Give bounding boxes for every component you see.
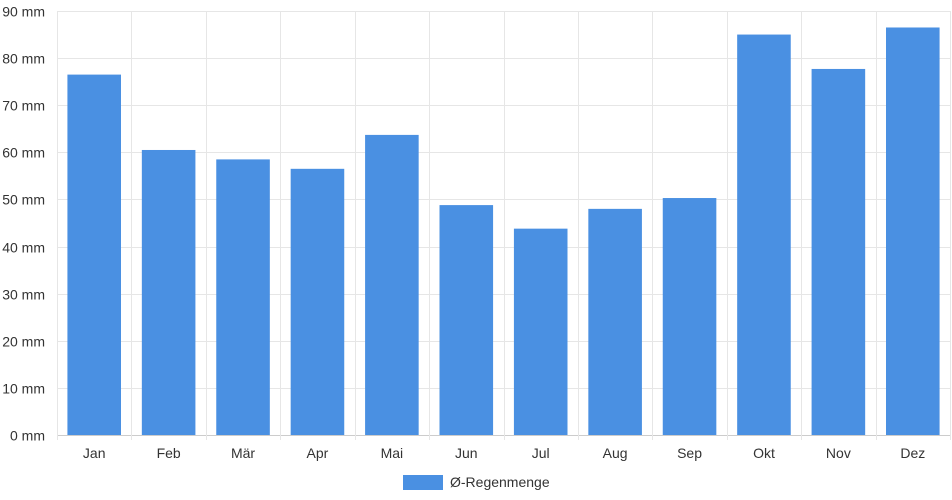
x-tick-label: Nov xyxy=(826,445,851,461)
x-tick-label: Mär xyxy=(231,445,255,461)
bar-jun[interactable] xyxy=(439,205,494,435)
legend-swatch xyxy=(403,475,443,490)
x-tick-label: Feb xyxy=(157,445,181,461)
y-tick-label: 80 mm xyxy=(2,51,45,67)
y-tick-label: 50 mm xyxy=(2,192,45,208)
bar-okt[interactable] xyxy=(737,34,791,436)
x-tick-label: Jun xyxy=(455,445,478,461)
bars xyxy=(67,27,940,436)
y-tick-label: 70 mm xyxy=(2,98,45,114)
x-tick-label: Jul xyxy=(532,445,550,461)
bar-aug[interactable] xyxy=(588,208,642,435)
bar-jan[interactable] xyxy=(67,74,121,435)
y-tick-label: 30 mm xyxy=(2,287,45,303)
x-axis-ticks: Jan Feb Mär Apr Mai Jun Jul Aug Sep Okt Nov Dez xyxy=(83,445,925,461)
x-tick-label: Aug xyxy=(603,445,628,461)
bar-nov[interactable] xyxy=(811,68,866,436)
bar-feb[interactable] xyxy=(141,149,196,435)
y-axis-ticks: 0 mm 10 mm 20 mm 30 mm 40 mm 50 mm 60 mm 70 mm 8… xyxy=(2,4,45,444)
bar-mär[interactable] xyxy=(216,159,270,435)
x-tick-label: Jan xyxy=(83,445,106,461)
y-tick-label: 20 mm xyxy=(2,334,45,350)
x-tick-label: Sep xyxy=(677,445,702,461)
x-tick-label: Apr xyxy=(307,445,329,461)
legend-label: Ø-Regenmenge xyxy=(450,474,550,490)
bar-jul[interactable] xyxy=(513,228,568,435)
legend[interactable]: Ø-Regenmenge xyxy=(403,474,550,490)
y-tick-label: 60 mm xyxy=(2,145,45,161)
y-tick-label: 0 mm xyxy=(10,428,45,444)
x-tick-label: Okt xyxy=(753,445,775,461)
y-tick-label: 10 mm xyxy=(2,381,45,397)
x-tick-label: Mai xyxy=(381,445,404,461)
grid-lines xyxy=(57,11,951,440)
x-tick-label: Dez xyxy=(900,445,925,461)
bar-apr[interactable] xyxy=(290,168,345,436)
y-tick-label: 40 mm xyxy=(2,240,45,256)
y-tick-label: 90 mm xyxy=(2,4,45,20)
bar-sep[interactable] xyxy=(662,198,717,435)
bar-mai[interactable] xyxy=(365,134,419,435)
bar-dez[interactable] xyxy=(886,27,940,435)
